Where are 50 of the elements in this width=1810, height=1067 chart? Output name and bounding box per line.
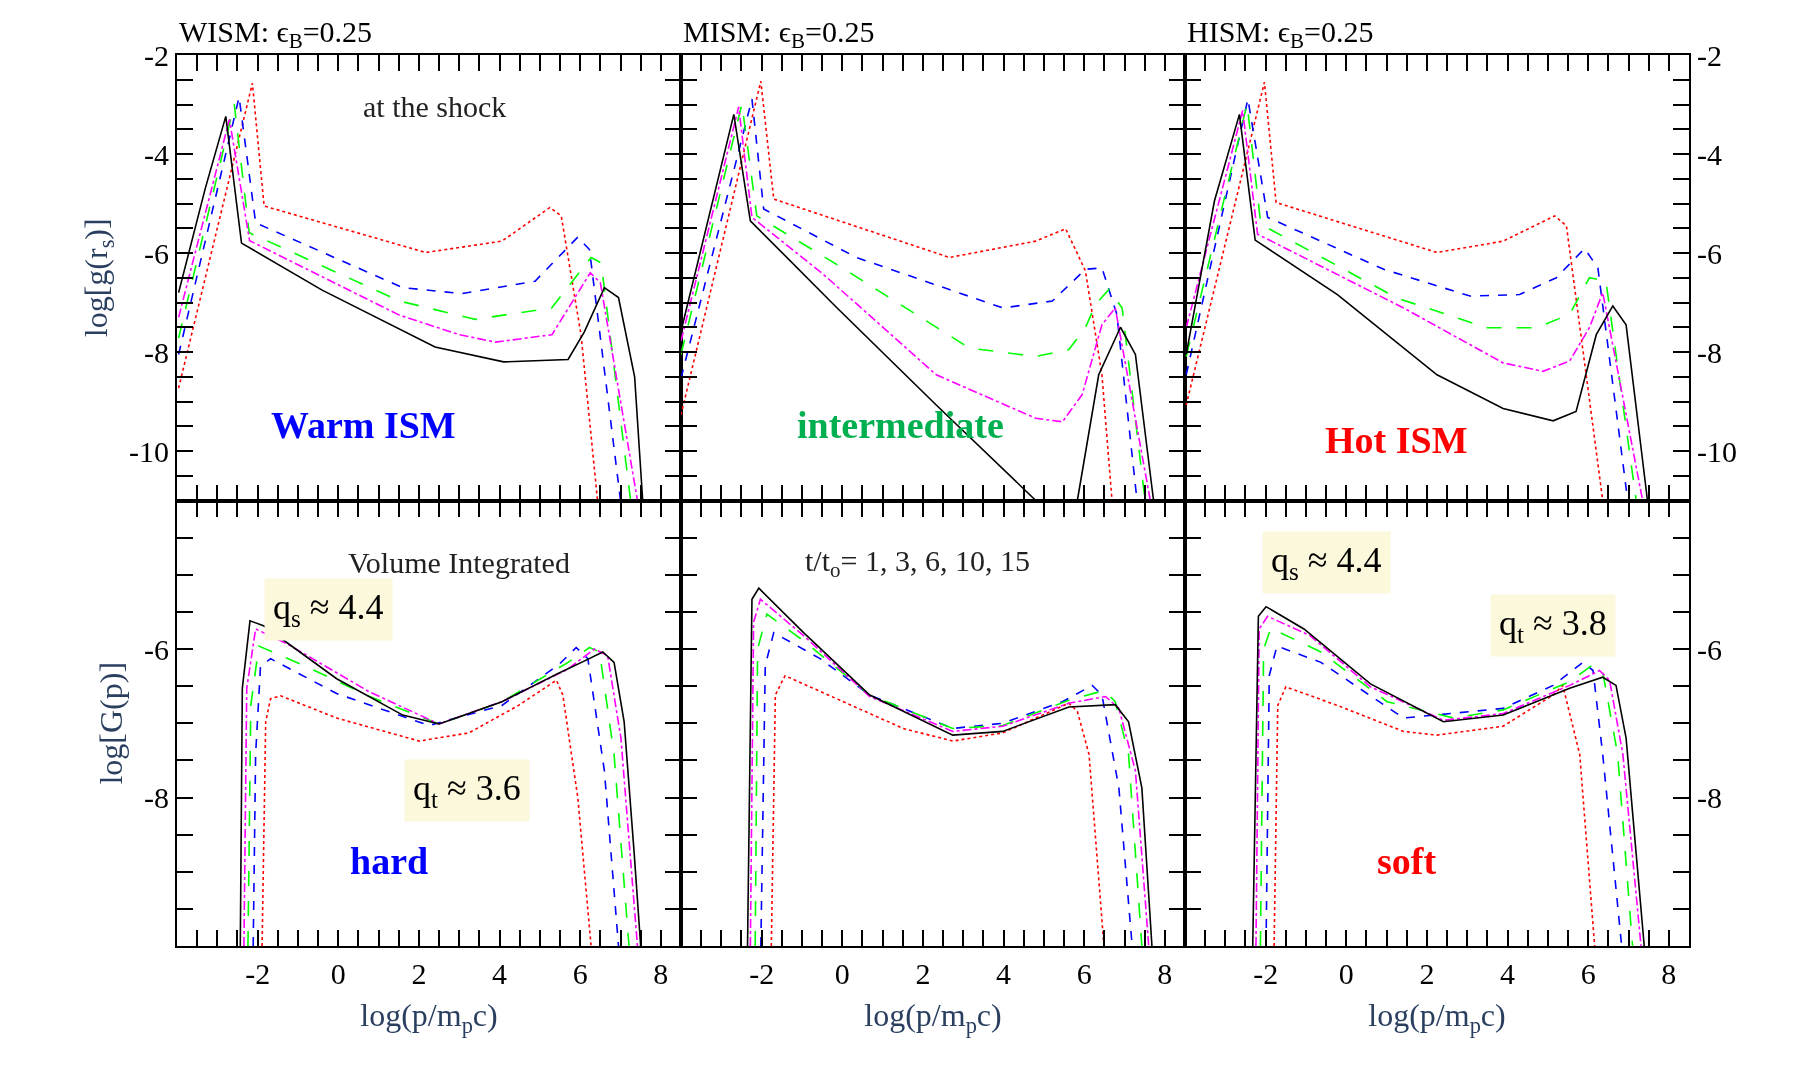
- y-tick-label: -6: [1697, 236, 1722, 270]
- x-tick-label: 6: [1580, 957, 1596, 990]
- annotation: hard: [350, 840, 429, 882]
- y-tick-label: -8: [1697, 781, 1722, 814]
- chart-title: MISM: ϵ$_{B}$=0.25: [683, 15, 875, 54]
- y-tick-label: -2: [1697, 38, 1722, 72]
- x-tick-label: -2: [245, 957, 271, 990]
- x-tick-label: 6: [1076, 957, 1092, 990]
- annotation: soft: [1377, 840, 1437, 882]
- annotation: q$_{s}$ ≈ 4.4: [273, 587, 384, 632]
- x-tick-label: 8: [1157, 957, 1173, 990]
- x-tick-label: 0: [834, 957, 850, 990]
- x-tick-label: 2: [1419, 957, 1435, 990]
- y-tick-label: -10: [1697, 434, 1737, 468]
- y-tick-label: -6: [1697, 632, 1722, 666]
- x-tick-label: -2: [749, 957, 775, 990]
- annotation: at the shock: [363, 90, 507, 123]
- x-tick-label: 4: [492, 957, 508, 990]
- annotation: q$_{s}$ ≈ 4.4: [1271, 540, 1382, 585]
- y-tick-label: -6: [144, 632, 169, 666]
- x-tick-label: 6: [572, 957, 588, 990]
- annotation: Hot ISM: [1325, 419, 1468, 461]
- annotation: q$_{t}$ ≈ 3.6: [413, 768, 521, 813]
- x-axis-title: log(p/m$_{p}$c): [360, 997, 498, 1039]
- x-tick-label: 0: [330, 957, 346, 990]
- y-axis-title: log[G(p)]: [92, 661, 129, 785]
- y-tick-label: -2: [144, 38, 169, 72]
- chart-title: WISM: ϵ$_{B}$=0.25: [179, 15, 373, 54]
- x-axis-title: log(p/m$_{p}$c): [864, 997, 1002, 1039]
- x-tick-label: 2: [915, 957, 931, 990]
- y-tick-label: -8: [144, 781, 169, 814]
- chart-title: HISM: ϵ$_{B}$=0.25: [1187, 15, 1374, 54]
- y-tick-label: -10: [129, 434, 169, 468]
- annotation: Volume Integrated: [348, 546, 570, 579]
- y-tick-label: -4: [144, 137, 169, 171]
- y-tick-label: -8: [144, 335, 169, 369]
- annotation: t/t$_{o}$= 1, 3, 6, 10, 15: [805, 544, 1030, 583]
- x-axis-title: log(p/m$_{p}$c): [1368, 997, 1506, 1039]
- annotation: q$_{t}$ ≈ 3.8: [1499, 603, 1607, 648]
- x-tick-label: -2: [1253, 957, 1279, 990]
- x-tick-label: 4: [1500, 957, 1516, 990]
- x-tick-label: 2: [411, 957, 427, 990]
- y-tick-label: -4: [1697, 137, 1722, 171]
- x-tick-label: 8: [653, 957, 669, 990]
- x-tick-label: 8: [1661, 957, 1677, 990]
- annotation: Warm ISM: [271, 404, 456, 446]
- x-tick-label: 4: [996, 957, 1012, 990]
- y-tick-label: -8: [1697, 335, 1722, 369]
- y-tick-label: -6: [144, 236, 169, 270]
- x-tick-label: 0: [1338, 957, 1354, 990]
